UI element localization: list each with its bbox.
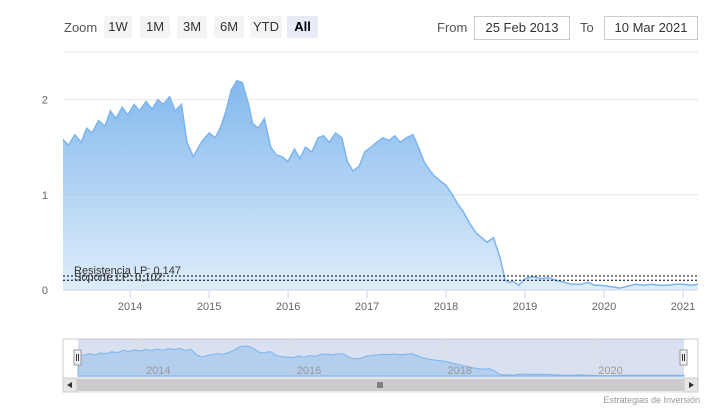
x-tick-label: 2017 [355, 301, 379, 313]
y-tick-label: 0 [42, 285, 48, 297]
navigator-tick-label: 2016 [297, 365, 321, 377]
y-tick-label: 2 [42, 95, 48, 107]
y-axis: 0 1 2 [42, 95, 48, 297]
zoom-3m-button[interactable]: 3M [177, 16, 207, 38]
arrow-right-icon [689, 382, 694, 388]
x-tick-label: 2016 [276, 301, 300, 313]
navigator[interactable]: 2014 2016 2018 2020 [62, 338, 699, 379]
zoom-1m-button[interactable]: 1M [140, 16, 170, 38]
zoom-label: Zoom [64, 20, 98, 35]
zoom-all-button[interactable]: All [287, 16, 318, 38]
navigator-x-axis: 2014 2016 2018 2020 [146, 365, 623, 377]
navigator-tick-label: 2018 [448, 365, 472, 377]
navigator-frame [62, 338, 699, 379]
x-tick-label: 2018 [434, 301, 458, 313]
zoom-ytd-button[interactable]: YTD [250, 16, 282, 38]
navigator-right-handle[interactable] [679, 349, 688, 366]
zoom-6m-button[interactable]: 6M [214, 16, 244, 38]
from-label: From [437, 20, 468, 35]
credit[interactable]: Estrategias de Inversión [603, 395, 700, 405]
scrollbar-grip-icon [377, 382, 383, 388]
navigator-selection[interactable] [78, 339, 684, 378]
navigator-grid [141, 339, 595, 378]
annotation-label: Soporte LP: 0,102 [74, 271, 163, 283]
x-tick-label: 2015 [197, 301, 221, 313]
series-line [62, 79, 699, 289]
navigator-area [77, 345, 685, 377]
x-tick-label: 2020 [592, 301, 616, 313]
to-label: To [580, 20, 594, 35]
y-tick-label: 1 [42, 190, 48, 202]
x-tick-label: 2021 [671, 301, 695, 313]
navigator-tick-label: 2020 [598, 365, 622, 377]
x-tick-label: 2019 [513, 301, 537, 313]
arrow-left-icon [67, 382, 72, 388]
zoom-1w-button[interactable]: 1W [104, 16, 132, 38]
annotation-label: Resistencia LP: 0,147 [74, 265, 181, 277]
navigator-left-handle[interactable] [73, 349, 82, 366]
from-date-input[interactable]: 25 Feb 2013 [474, 16, 570, 40]
scrollbar[interactable] [62, 377, 699, 393]
series-area [63, 80, 698, 290]
navigator-tick-label: 2014 [146, 365, 170, 377]
x-axis: 2014 2015 2016 2017 2018 2019 2020 2021 [118, 290, 695, 313]
to-date-input[interactable]: 10 Mar 2021 [604, 16, 698, 40]
x-tick-label: 2014 [118, 301, 142, 313]
